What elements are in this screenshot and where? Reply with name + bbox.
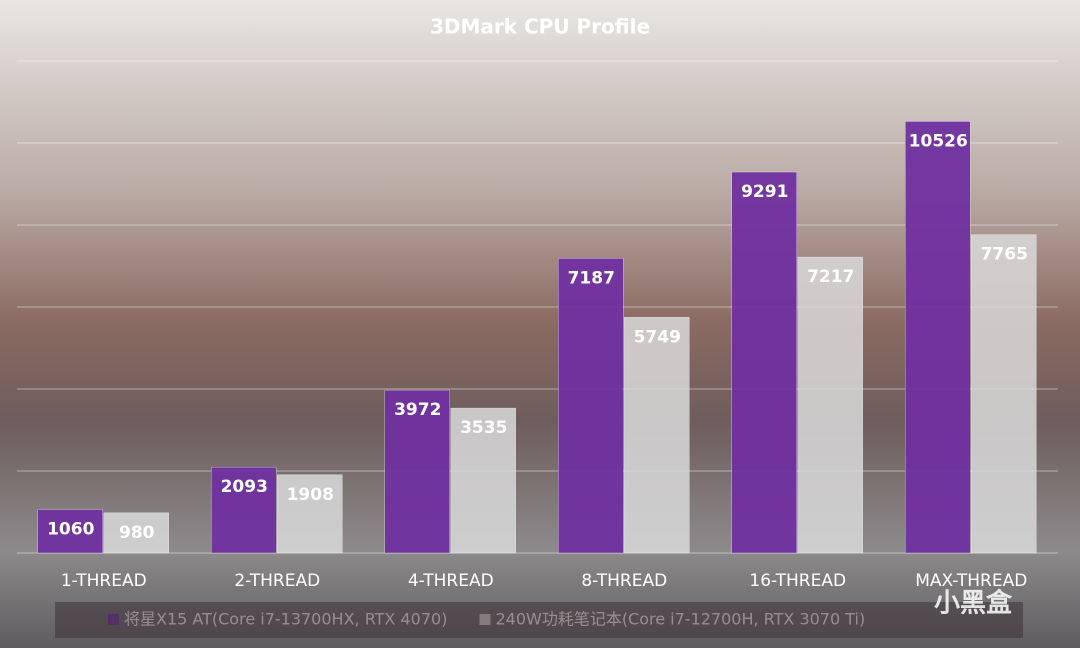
value-label: 3972 bbox=[394, 400, 441, 420]
value-label: 7187 bbox=[568, 268, 615, 288]
x-tick-label: 4-THREAD bbox=[408, 571, 494, 591]
bar bbox=[971, 234, 1037, 554]
value-label: 1060 bbox=[47, 520, 94, 540]
bar bbox=[211, 466, 277, 554]
bar bbox=[731, 171, 797, 554]
bar bbox=[450, 407, 516, 554]
bar bbox=[384, 389, 450, 554]
bar bbox=[797, 256, 863, 554]
bar bbox=[277, 474, 343, 554]
value-label: 10526 bbox=[909, 131, 968, 151]
value-label: 1908 bbox=[287, 485, 334, 505]
value-label: 7217 bbox=[807, 267, 854, 287]
bar bbox=[37, 509, 103, 554]
bar bbox=[558, 258, 624, 554]
chart-title: 3DMark CPU Profile bbox=[430, 15, 650, 39]
value-label: 9291 bbox=[741, 182, 788, 202]
x-tick-label: MAX-THREAD bbox=[915, 571, 1027, 591]
x-tick-label: 2-THREAD bbox=[234, 571, 320, 591]
value-label: 980 bbox=[119, 523, 155, 543]
x-tick-label: 1-THREAD bbox=[61, 571, 147, 591]
bar bbox=[624, 317, 690, 554]
watermark: 小黑盒 bbox=[934, 588, 1013, 619]
value-label: 2093 bbox=[221, 477, 268, 497]
x-tick-label: 16-THREAD bbox=[749, 571, 846, 591]
x-tick-label: 8-THREAD bbox=[581, 571, 667, 591]
legend-box bbox=[55, 602, 1023, 638]
value-label: 7765 bbox=[981, 245, 1028, 265]
value-label: 3535 bbox=[460, 418, 507, 438]
bar bbox=[103, 512, 169, 554]
bar bbox=[905, 121, 971, 554]
value-label: 5749 bbox=[634, 327, 681, 347]
